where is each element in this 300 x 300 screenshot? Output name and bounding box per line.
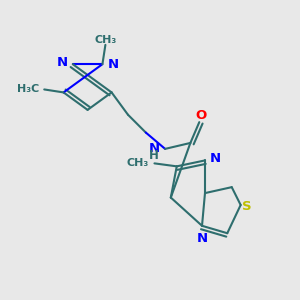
Text: N: N xyxy=(108,58,119,71)
Text: N: N xyxy=(148,142,160,155)
Text: N: N xyxy=(196,232,208,245)
Text: H₃C: H₃C xyxy=(16,84,39,94)
Text: CH₃: CH₃ xyxy=(127,158,149,168)
Text: N: N xyxy=(57,56,68,69)
Text: S: S xyxy=(242,200,252,213)
Text: N: N xyxy=(209,152,220,165)
Text: H: H xyxy=(149,149,159,162)
Text: CH₃: CH₃ xyxy=(94,34,116,44)
Text: O: O xyxy=(195,109,206,122)
